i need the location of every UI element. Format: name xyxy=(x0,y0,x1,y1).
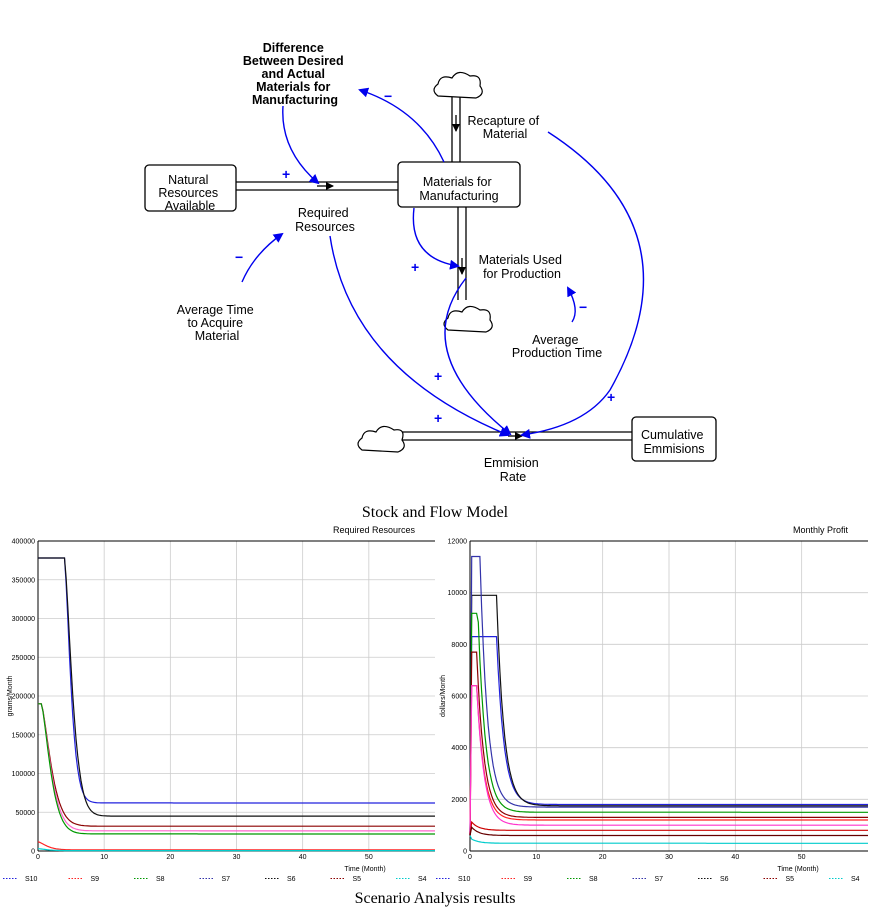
x-tick-label: 0 xyxy=(36,854,40,861)
chart-title: Monthly Profit xyxy=(793,525,849,535)
cloud-top-icon xyxy=(433,71,483,99)
diagram-caption: Stock and Flow Model xyxy=(362,504,509,521)
label-average-time: Average Time to Acquire Material xyxy=(177,303,257,343)
y-tick-label: 0 xyxy=(31,849,35,856)
series-line-s6 xyxy=(38,557,435,817)
series-line-s5 xyxy=(38,703,435,827)
series-line-s10 xyxy=(38,557,435,804)
y-tick-label: 12000 xyxy=(448,539,468,546)
legend-label: S4 xyxy=(418,876,427,883)
legend-label: S9 xyxy=(524,876,533,883)
sign-emis-2: + xyxy=(434,410,442,426)
legend-label: S6 xyxy=(287,876,296,883)
series-line-s10 xyxy=(469,635,868,836)
sign-mat-used: + xyxy=(411,259,419,275)
x-tick-label: 30 xyxy=(665,854,673,861)
flow-pipes xyxy=(235,96,632,441)
results-caption: Scenario Analysis results xyxy=(355,890,516,907)
label-natural-resources: Natural Resources Available xyxy=(158,173,221,213)
x-axis-label: Time (Month) xyxy=(777,866,818,873)
x-tick-label: 30 xyxy=(233,854,241,861)
label-cumulative-emissions: Cumulative Emmisions xyxy=(641,428,707,456)
label-materials-used: Materials Used for Production xyxy=(479,253,566,281)
chart-title: Required Resources xyxy=(333,525,416,535)
y-tick-label: 4000 xyxy=(451,745,467,752)
series-line-s6 xyxy=(469,594,868,836)
y-tick-label: 0 xyxy=(463,849,467,856)
stock-flow-diagram: − + − + − + + + Natural Resources Availa… xyxy=(144,41,717,484)
sign-recapture: + xyxy=(607,389,615,405)
x-tick-label: 20 xyxy=(166,854,174,861)
y-tick-label: 150000 xyxy=(12,732,35,739)
sign-difference-in: + xyxy=(282,166,290,182)
series-line-s4b xyxy=(469,825,868,837)
legend-label: S5 xyxy=(786,876,795,883)
label-emission-rate: Emmision Rate xyxy=(484,456,542,484)
x-tick-label: 50 xyxy=(798,854,806,861)
y-tick-label: 200000 xyxy=(12,694,35,701)
chart-monthly-profit: 0 2000 4000 6000 8000 10000 12000 0 10 20 30 40 50 Mo… xyxy=(436,525,868,883)
legend-label: S9 xyxy=(91,876,100,883)
legend-label: S8 xyxy=(589,876,598,883)
legend-label: S7 xyxy=(655,876,664,883)
x-tick-label: 40 xyxy=(299,854,307,861)
series-line-s8 xyxy=(38,703,435,835)
cloud-left-icon xyxy=(357,425,405,453)
legend-label: S10 xyxy=(25,876,38,883)
series-line-s4 xyxy=(469,835,868,844)
series-line-s4 xyxy=(37,848,435,852)
y-tick-label: 100000 xyxy=(12,771,35,778)
label-materials-for-manufacturing: Materials for Manufacturing xyxy=(419,175,498,203)
causal-links xyxy=(241,87,645,439)
series-line-s8 xyxy=(469,612,868,836)
sign-difference-out: − xyxy=(384,88,392,104)
y-tick-label: 6000 xyxy=(451,694,467,701)
label-difference: Difference Between Desired and Actual Ma… xyxy=(243,41,347,107)
sign-avg-time: − xyxy=(235,249,243,265)
y-axis-label: grams/Month xyxy=(7,675,14,716)
y-tick-label: 250000 xyxy=(12,655,35,662)
label-average-production-time: Average Production Time xyxy=(512,333,602,360)
legend-label: S10 xyxy=(458,876,471,883)
stock-materials-for-manufacturing xyxy=(397,161,521,208)
series-line-s9 xyxy=(37,841,435,851)
y-tick-label: 50000 xyxy=(16,810,36,817)
legend-label: S5 xyxy=(353,876,362,883)
stock-cumulative-emissions xyxy=(631,416,717,462)
y-axis-label: dollars/Month xyxy=(440,675,447,717)
legend-label: S8 xyxy=(156,876,165,883)
y-tick-label: 10000 xyxy=(448,590,468,597)
y-tick-label: 8000 xyxy=(451,642,467,649)
series-line-s9 xyxy=(469,685,868,836)
label-required-resources: Required Resources xyxy=(295,206,355,234)
series-line-s4a xyxy=(469,820,868,836)
series-line-s7 xyxy=(469,555,868,836)
x-tick-label: 10 xyxy=(532,854,540,861)
x-tick-label: 0 xyxy=(468,854,472,861)
series-line-s5 xyxy=(469,651,868,836)
series-line-s7b xyxy=(469,685,868,836)
y-tick-label: 300000 xyxy=(12,616,35,623)
y-tick-label: 400000 xyxy=(12,539,35,546)
legend-label: S7 xyxy=(222,876,231,883)
x-tick-label: 20 xyxy=(599,854,607,861)
stock-natural-resources xyxy=(144,164,237,212)
x-tick-label: 40 xyxy=(731,854,739,861)
y-tick-label: 350000 xyxy=(12,577,35,584)
x-tick-label: 50 xyxy=(365,854,373,861)
label-recapture: Recapture of Material xyxy=(467,114,542,141)
y-tick-label: 2000 xyxy=(451,797,467,804)
sign-avg-prod: − xyxy=(579,299,587,315)
x-axis-label: Time (Month) xyxy=(344,866,385,873)
cloud-bottom-icon xyxy=(443,305,493,333)
sign-emis-1: + xyxy=(434,368,442,384)
series-line-s7 xyxy=(38,703,435,832)
legend-label: S6 xyxy=(720,876,729,883)
legend-label: S4 xyxy=(851,876,860,883)
chart-required-resources: 0 50000 100000 150000 200000 250000 300000 3500… xyxy=(3,525,435,883)
x-tick-label: 10 xyxy=(100,854,108,861)
